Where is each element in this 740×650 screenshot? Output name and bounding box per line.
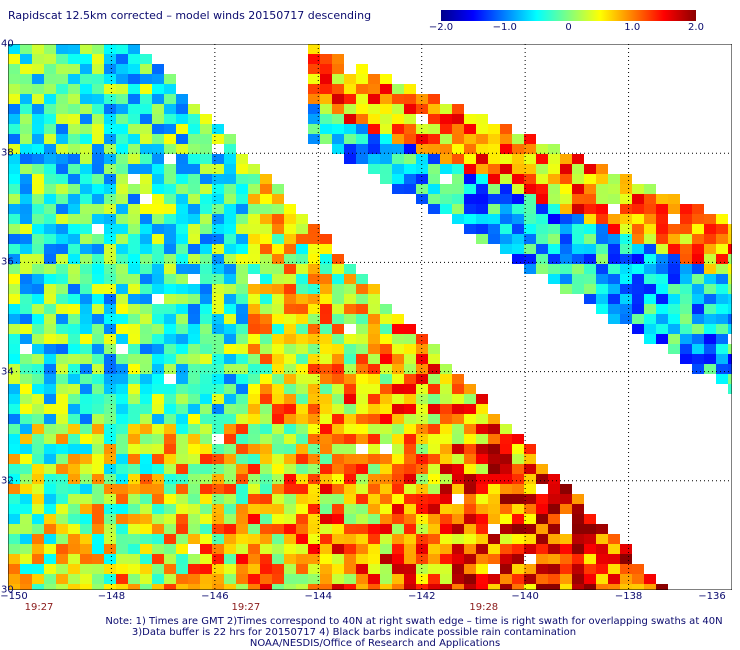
colorbar-tick: 1.0 [624, 22, 640, 33]
note-line-2: 3)Data buffer is 22 hrs for 20150717 4) … [132, 627, 576, 638]
credit-line: NOAA/NESDIS/Office of Research and Appli… [250, 638, 500, 649]
colorbar-tick: −1.0 [493, 22, 517, 33]
swath-time-label: 19:27 [25, 602, 54, 613]
longitude-label: −146 [201, 591, 228, 602]
note-line-1: Note: 1) Times are GMT 2)Times correspon… [105, 616, 722, 627]
longitude-label: −150 [0, 591, 27, 602]
latitude-label: 32 [1, 475, 14, 486]
latitude-label: 40 [1, 39, 14, 50]
longitude-label: −140 [511, 591, 538, 602]
longitude-label: −136 [698, 591, 725, 602]
longitude-label: −138 [615, 591, 642, 602]
swath-time-label: 19:28 [469, 602, 498, 613]
longitude-label: −142 [408, 591, 435, 602]
longitude-label: −148 [98, 591, 125, 602]
colorbar [441, 10, 696, 21]
colorbar-tick: 0 [565, 22, 571, 33]
latitude-label: 34 [1, 366, 14, 377]
colorbar-tick: −2.0 [429, 22, 453, 33]
latitude-label: 38 [1, 148, 14, 159]
latitude-label: 36 [1, 257, 14, 268]
longitude-label: −144 [305, 591, 332, 602]
swath-time-label: 19:27 [231, 602, 260, 613]
wind-difference-map [8, 44, 732, 590]
colorbar-tick: 2.0 [688, 22, 704, 33]
map-title: Rapidscat 12.5km corrected – model winds… [8, 9, 371, 22]
